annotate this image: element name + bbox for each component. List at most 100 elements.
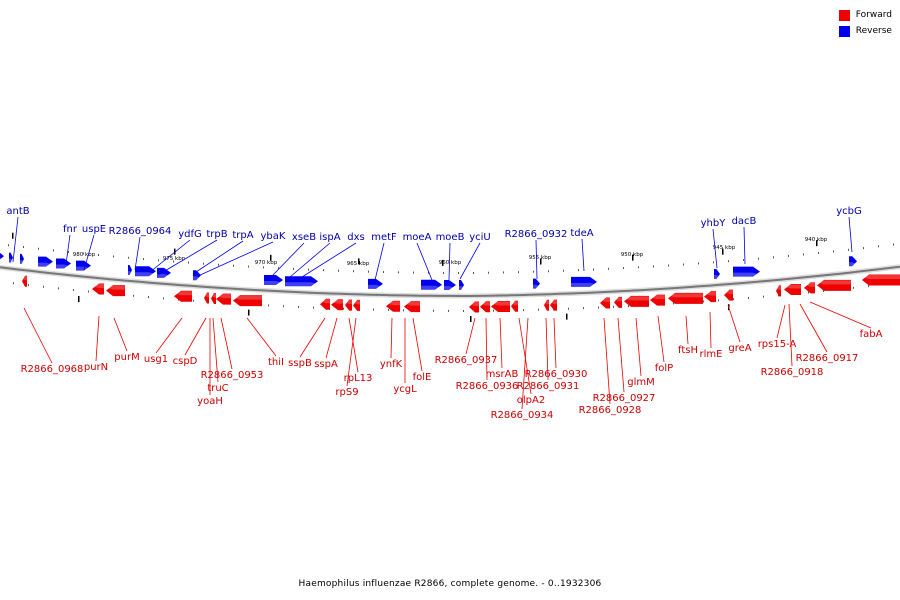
reverse-gene-label-metf[interactable]: metF — [371, 232, 397, 243]
reverse-gene-label-ybak[interactable]: ybaK — [261, 231, 286, 242]
reverse-gene-label-antb[interactable]: antB — [6, 206, 29, 217]
forward-gene-label-r2866-0928[interactable]: R2866_0928 — [579, 405, 642, 416]
forward-gene-label-usg1[interactable]: usg1 — [144, 354, 168, 365]
reverse-gene-arrow[interactable] — [135, 266, 156, 277]
forward-gene-label-faba[interactable]: fabA — [860, 329, 883, 340]
forward-gene-arrow[interactable] — [233, 295, 262, 307]
reverse-gene-arrow[interactable] — [128, 264, 132, 275]
reverse-gene-label-moea[interactable]: moeA — [403, 232, 432, 243]
forward-gene-label-rpl13[interactable]: rpL13 — [344, 373, 373, 384]
forward-gene-label-r2866-0918[interactable]: R2866_0918 — [761, 367, 824, 378]
reverse-gene-label-xseb[interactable]: xseB — [292, 232, 316, 243]
forward-gene-arrow[interactable] — [174, 290, 192, 302]
forward-gene-label-r2866-0931[interactable]: R2866_0931 — [517, 381, 580, 392]
forward-gene-arrow[interactable] — [544, 299, 549, 311]
forward-gene-arrow[interactable] — [776, 285, 781, 297]
forward-gene-label-r2866-0936[interactable]: R2866_0936 — [456, 381, 519, 392]
forward-gene-label-rps15-a[interactable]: rps15-A — [758, 339, 797, 350]
reverse-gene-label-yciu[interactable]: yciU — [469, 232, 491, 243]
forward-gene-arrow[interactable] — [92, 283, 104, 295]
forward-gene-arrow[interactable] — [204, 292, 209, 304]
forward-gene-label-folp[interactable]: folP — [655, 363, 673, 374]
forward-gene-label-sspb[interactable]: sspB — [288, 358, 312, 369]
forward-gene-arrow[interactable] — [817, 279, 851, 291]
forward-gene-arrow[interactable] — [106, 285, 125, 297]
forward-gene-label-ycgl[interactable]: ycgL — [393, 384, 417, 395]
forward-gene-arrow[interactable] — [404, 301, 420, 313]
reverse-gene-arrow[interactable] — [444, 279, 456, 290]
reverse-gene-label-yhby[interactable]: yhbY — [701, 218, 727, 229]
forward-gene-label-msrab[interactable]: msrAB — [486, 369, 519, 380]
reverse-gene-arrow[interactable] — [714, 269, 720, 280]
reverse-gene-arrow[interactable] — [733, 266, 760, 277]
reverse-gene-label-r2866-0932[interactable]: R2866_0932 — [505, 229, 568, 240]
reverse-gene-label-trpa[interactable]: trpA — [232, 230, 253, 241]
forward-gene-arrow[interactable] — [345, 299, 352, 311]
forward-gene-label-cspd[interactable]: cspD — [173, 356, 198, 367]
forward-gene-arrow[interactable] — [550, 299, 557, 311]
reverse-gene-label-fnr[interactable]: fnr — [63, 224, 78, 235]
forward-gene-label-r2866-0934[interactable]: R2866_0934 — [491, 410, 554, 421]
reverse-gene-label-ycbg[interactable]: ycbG — [836, 206, 862, 217]
forward-gene-arrow[interactable] — [704, 291, 716, 303]
forward-gene-arrow[interactable] — [211, 292, 216, 304]
forward-gene-label-r2866-0968[interactable]: R2866_0968 — [21, 364, 84, 375]
forward-gene-label-glmm[interactable]: glmM — [627, 377, 655, 388]
forward-gene-arrow[interactable] — [216, 293, 231, 305]
reverse-gene-arrow[interactable] — [38, 256, 53, 267]
reverse-gene-arrow[interactable] — [56, 258, 71, 269]
reverse-gene-label-uspe[interactable]: uspE — [82, 224, 106, 235]
forward-gene-label-fole[interactable]: folE — [413, 372, 432, 383]
forward-gene-arrow[interactable] — [724, 289, 733, 301]
forward-gene-arrow[interactable] — [650, 294, 665, 306]
forward-gene-label-rlme[interactable]: rlmE — [700, 349, 723, 360]
forward-gene-label-yoah[interactable]: yoaH — [197, 396, 223, 407]
reverse-gene-label-moeb[interactable]: moeB — [436, 232, 465, 243]
forward-gene-label-r2866-0953[interactable]: R2866_0953 — [201, 370, 264, 381]
forward-gene-arrow[interactable] — [480, 301, 490, 313]
forward-gene-label-ynfk[interactable]: ynfK — [380, 359, 403, 370]
forward-gene-arrow[interactable] — [469, 301, 479, 313]
reverse-gene-label-tdea[interactable]: tdeA — [570, 228, 593, 239]
forward-gene-arrow[interactable] — [491, 301, 510, 313]
forward-gene-arrow[interactable] — [353, 299, 360, 311]
forward-gene-label-thii[interactable]: thiI — [268, 357, 284, 368]
reverse-gene-arrow[interactable] — [20, 253, 24, 264]
forward-gene-label-purn[interactable]: purN — [84, 362, 108, 373]
forward-gene-arrow[interactable] — [22, 275, 27, 287]
forward-gene-label-purm[interactable]: purM — [114, 352, 139, 363]
forward-gene-label-sspa[interactable]: sspA — [314, 359, 338, 370]
forward-gene-label-truc[interactable]: truC — [207, 383, 228, 394]
forward-gene-arrow[interactable] — [624, 295, 649, 307]
forward-gene-label-r2866-0930[interactable]: R2866_0930 — [525, 369, 588, 380]
reverse-gene-arrow[interactable] — [368, 278, 383, 289]
forward-gene-arrow[interactable] — [331, 299, 343, 311]
forward-gene-arrow[interactable] — [668, 292, 703, 304]
reverse-gene-label-ispa[interactable]: ispA — [319, 232, 340, 243]
reverse-gene-arrow[interactable] — [533, 278, 540, 289]
forward-gene-label-rps9[interactable]: rpS9 — [335, 387, 358, 398]
forward-gene-arrow[interactable] — [511, 300, 518, 312]
reverse-gene-arrow[interactable] — [421, 279, 442, 290]
forward-gene-arrow[interactable] — [862, 274, 900, 286]
reverse-gene-label-dxs[interactable]: dxs — [347, 232, 364, 243]
forward-gene-arrow[interactable] — [320, 298, 330, 310]
forward-gene-label-r2866-0917[interactable]: R2866_0917 — [796, 353, 859, 364]
reverse-gene-label-ydfg[interactable]: ydfG — [178, 229, 202, 240]
reverse-gene-arrow[interactable] — [849, 256, 857, 267]
forward-gene-arrow[interactable] — [600, 297, 610, 309]
forward-gene-arrow[interactable] — [784, 284, 801, 296]
forward-gene-label-ftsh[interactable]: ftsH — [678, 345, 698, 356]
reverse-gene-arrow[interactable] — [0, 251, 4, 261]
reverse-gene-label-trpb[interactable]: trpB — [206, 229, 227, 240]
reverse-gene-arrow[interactable] — [9, 252, 13, 263]
forward-gene-label-r2866-0927[interactable]: R2866_0927 — [593, 393, 656, 404]
reverse-gene-arrow[interactable] — [571, 276, 597, 287]
reverse-gene-arrow[interactable] — [157, 267, 171, 278]
reverse-gene-arrow[interactable] — [459, 279, 464, 290]
reverse-gene-arrow[interactable] — [264, 274, 283, 285]
reverse-gene-arrow[interactable] — [76, 260, 91, 271]
reverse-gene-label-r2866-0964[interactable]: R2866_0964 — [109, 226, 172, 237]
reverse-gene-arrow[interactable] — [285, 276, 318, 287]
forward-gene-arrow[interactable] — [614, 296, 622, 308]
